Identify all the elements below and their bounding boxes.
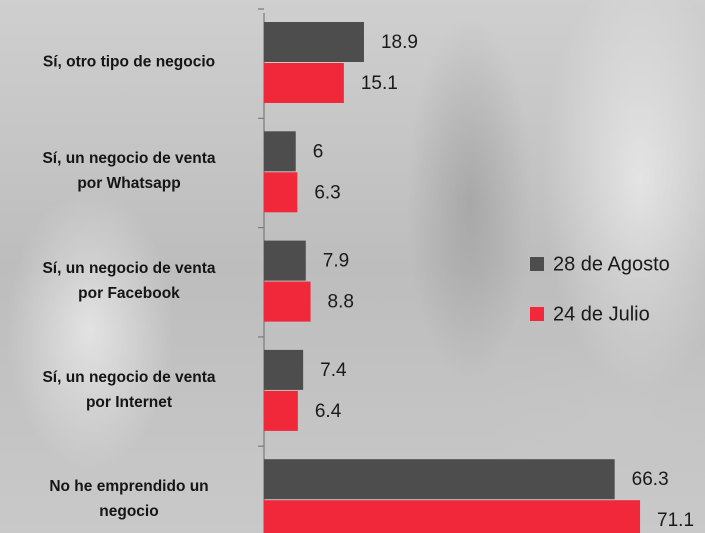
value-label: 7.4 [320, 360, 347, 381]
bar [264, 349, 304, 390]
bar [264, 22, 364, 62]
value-label: 6.3 [314, 182, 340, 203]
bar [264, 63, 344, 103]
bar [264, 240, 306, 281]
category-label: Sí, un negocio de venta por Internet [42, 368, 216, 411]
legend-swatch [530, 307, 544, 321]
value-label: 15.1 [361, 73, 398, 94]
legend-swatch [530, 257, 544, 271]
value-label: 18.9 [381, 32, 418, 53]
bar [264, 281, 311, 322]
value-label: 8.8 [328, 292, 354, 313]
category-label: No he emprendido un negocio [49, 478, 209, 521]
legend-label: 28 de Agosto [553, 253, 670, 275]
bar [264, 172, 298, 213]
bar [264, 500, 641, 533]
category-label: Sí, un negocio de venta por Whatsapp [42, 150, 216, 193]
bar [264, 131, 296, 172]
category-label: Sí, un negocio de venta por Facebook [42, 259, 216, 302]
value-label: 7.9 [323, 251, 349, 272]
value-label: 71.1 [657, 510, 694, 531]
legend-label: 24 de Julio [553, 303, 650, 325]
bar [264, 459, 615, 500]
value-label: 6 [313, 141, 324, 162]
value-label: 6.4 [315, 401, 342, 422]
value-label: 66.3 [632, 469, 669, 490]
bar [264, 390, 298, 431]
category-label: Sí, otro tipo de negocio [42, 53, 216, 71]
